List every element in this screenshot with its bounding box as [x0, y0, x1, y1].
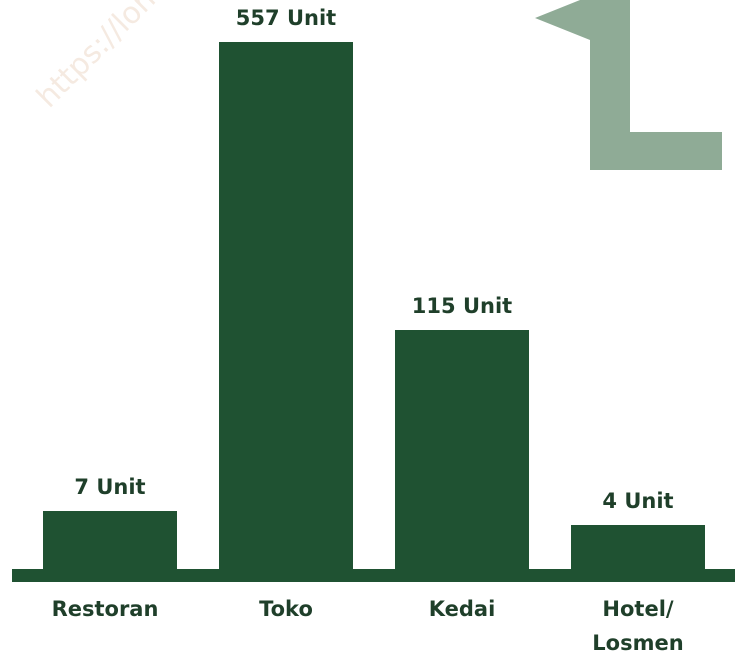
x-tick-label: Restoran — [51, 597, 159, 621]
x-tick-label: Toko — [259, 597, 313, 621]
baseline — [12, 569, 735, 582]
x-tick-label: Hotel/ Losmen — [592, 597, 684, 654]
x-tick-label: Kedai — [428, 597, 496, 621]
decor-shape — [535, 0, 722, 170]
bar — [571, 525, 705, 570]
value-label: 7 Unit — [74, 474, 146, 499]
bar — [43, 510, 177, 570]
bar — [395, 330, 529, 570]
bar — [219, 42, 353, 570]
value-label: 4 Unit — [602, 489, 674, 514]
value-label: 557 Unit — [235, 6, 337, 30]
value-label: 115 Unit — [411, 294, 513, 319]
